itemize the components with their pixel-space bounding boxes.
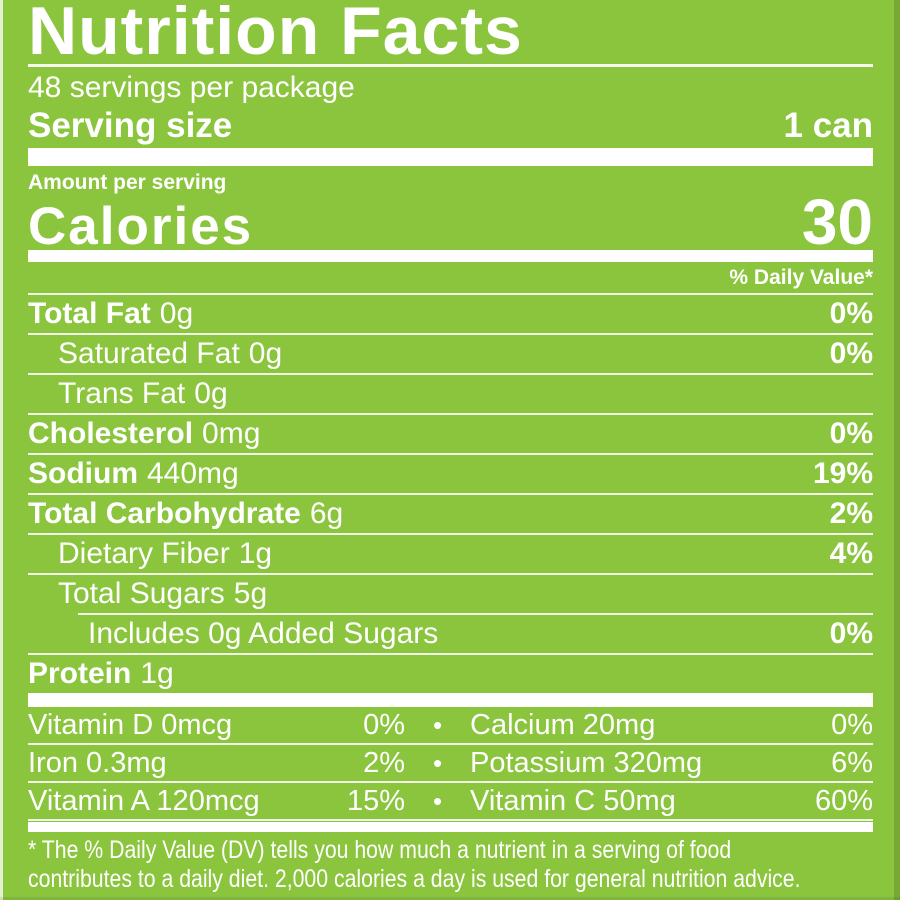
- micronutrient-row-3: Vitamin A 120mcg 15% • Vitamin C 50mg 60…: [28, 783, 873, 821]
- thick-separator-bar: [28, 148, 873, 166]
- micronutrient-dv: 6%: [831, 747, 873, 779]
- nutrient-name: Dietary Fiber: [58, 537, 230, 570]
- bullet-separator-icon: •: [432, 710, 443, 740]
- nutrient-amount: 0g: [194, 377, 228, 410]
- serving-size-label: Serving size: [28, 106, 233, 145]
- calories-value: 30: [801, 186, 873, 258]
- micronutrient-name: Iron 0.3mg: [28, 747, 167, 779]
- label-panel: Nutrition Facts 48 servings per package …: [28, 0, 873, 894]
- nutrient-amount: 1g: [140, 657, 174, 690]
- serving-size-row: Serving size 1 can: [28, 106, 873, 146]
- calories-label: Calories: [28, 197, 254, 256]
- daily-value-header: % Daily Value*: [729, 266, 873, 289]
- micronutrient-dv: 15%: [346, 785, 405, 817]
- bottom-edge-shadow: [0, 897, 900, 900]
- nutrient-name: Total Sugars: [58, 577, 225, 610]
- nutrient-amount: 5g: [233, 577, 268, 610]
- servings-per-package: 48 servings per package: [28, 71, 355, 104]
- nutrient-row-total-sugars: Total Sugars 5g: [28, 575, 873, 613]
- micronutrient-name: Potassium 320mg: [470, 747, 703, 779]
- right-edge-shadow: [894, 0, 900, 900]
- left-edge-highlight: [0, 0, 3, 900]
- nutrient-name: Includes 0g Added Sugars: [88, 617, 439, 650]
- nutrient-dv: 0%: [829, 417, 873, 450]
- nutrient-row-total-fat: Total Fat 0g 0%: [28, 295, 873, 335]
- micronutrient-row-2: Iron 0.3mg 2% • Potassium 320mg 6%: [28, 745, 873, 783]
- nutrient-dv: 19%: [812, 457, 873, 490]
- nutrient-dv: 2%: [829, 497, 873, 530]
- micronutrient-dv: 60%: [814, 785, 873, 817]
- nutrient-name: Protein: [28, 657, 132, 690]
- micronutrient-name: Calcium 20mg: [470, 709, 656, 741]
- bullet-separator-icon: •: [432, 748, 443, 778]
- micronutrient-dv: 2%: [363, 747, 405, 779]
- calories-row: Calories 30: [28, 186, 873, 258]
- nutrient-row-trans-fat: Trans Fat 0g: [28, 375, 873, 415]
- medium-separator-bar: [28, 250, 873, 262]
- micronutrient-name: Vitamin D 0mcg: [28, 709, 233, 741]
- nutrient-name: Trans Fat: [58, 377, 186, 410]
- label-title: Nutrition Facts: [28, 0, 523, 69]
- medium-separator-bar-2: [28, 822, 873, 832]
- daily-value-footnote: * The % Daily Value (DV) tells you how m…: [28, 836, 873, 894]
- micronutrient-name: Vitamin A 120mcg: [28, 785, 260, 817]
- serving-size-value: 1 can: [783, 106, 874, 145]
- nutrient-row-dietary-fiber: Dietary Fiber 1g 4%: [28, 535, 873, 575]
- nutrient-amount: 0g: [248, 337, 283, 370]
- nutrient-amount: 0mg: [202, 417, 261, 450]
- amount-per-serving-label: Amount per serving: [28, 171, 227, 194]
- nutrient-amount: 0g: [159, 297, 194, 330]
- footnote-line-1: * The % Daily Value (DV) tells you how m…: [28, 836, 732, 864]
- nutrient-row-total-carbohydrate: Total Carbohydrate 6g 2%: [28, 495, 873, 535]
- thick-separator-bar-2: [28, 693, 873, 707]
- nutrient-name: Cholesterol: [28, 417, 194, 450]
- nutrient-dv: 0%: [829, 617, 873, 650]
- footnote-line-2: contributes to a daily diet. 2,000 calor…: [28, 865, 801, 893]
- nutrient-dv: 4%: [829, 537, 873, 570]
- indented-divider: [78, 613, 873, 615]
- nutrient-row-saturated-fat: Saturated Fat 0g 0%: [28, 335, 873, 375]
- nutrient-row-cholesterol: Cholesterol 0mg 0%: [28, 415, 873, 455]
- nutrient-row-added-sugars: Includes 0g Added Sugars 0%: [28, 615, 873, 655]
- micronutrient-row-1: Vitamin D 0mcg 0% • Calcium 20mg 0%: [28, 707, 873, 745]
- nutrient-row-sodium: Sodium 440mg 19%: [28, 455, 873, 495]
- micronutrient-dv: 0%: [363, 709, 405, 741]
- title-divider: [28, 64, 873, 67]
- micronutrient-name: Vitamin C 50mg: [470, 785, 676, 817]
- nutrient-dv: 0%: [829, 297, 873, 330]
- nutrient-name: Saturated Fat: [58, 337, 240, 370]
- nutrient-name: Total Fat: [28, 297, 151, 330]
- nutrient-amount: 6g: [309, 497, 344, 530]
- daily-value-divider: [28, 293, 873, 295]
- nutrient-dv: 0%: [829, 337, 873, 370]
- bullet-separator-icon: •: [432, 786, 443, 816]
- nutrient-name: Total Carbohydrate: [28, 497, 301, 530]
- nutrient-name: Sodium: [28, 457, 138, 490]
- nutrient-row-protein: Protein 1g: [28, 655, 873, 693]
- nutrient-amount: 440mg: [147, 457, 239, 490]
- micronutrient-dv: 0%: [831, 709, 873, 741]
- nutrient-amount: 1g: [238, 537, 273, 570]
